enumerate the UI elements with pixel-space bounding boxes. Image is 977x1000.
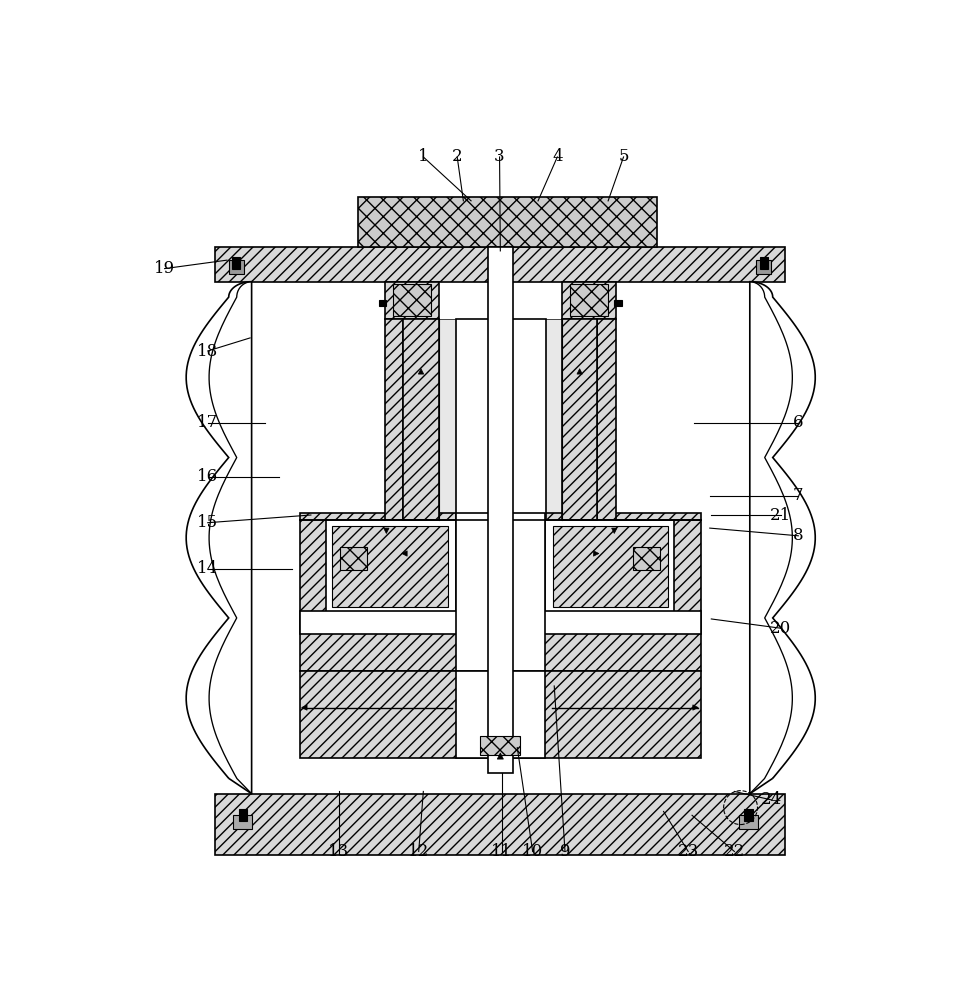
- Text: 18: 18: [197, 342, 218, 360]
- Bar: [615, 300, 622, 306]
- Bar: [488, 247, 514, 773]
- Text: 2: 2: [452, 148, 462, 165]
- Bar: [562, 282, 616, 319]
- Text: 1: 1: [418, 148, 429, 165]
- Bar: [300, 671, 701, 758]
- Bar: [234, 815, 252, 829]
- Text: 12: 12: [408, 843, 429, 860]
- Bar: [238, 809, 247, 821]
- Polygon shape: [577, 369, 582, 374]
- Polygon shape: [402, 551, 407, 556]
- Polygon shape: [187, 282, 252, 794]
- Bar: [233, 257, 240, 269]
- Bar: [393, 284, 431, 316]
- Bar: [385, 319, 404, 520]
- Text: 8: 8: [793, 527, 804, 544]
- Text: 11: 11: [491, 843, 513, 860]
- Text: 20: 20: [770, 620, 791, 637]
- Bar: [215, 247, 786, 282]
- Bar: [358, 197, 658, 247]
- Bar: [633, 547, 659, 570]
- Bar: [562, 319, 597, 520]
- Bar: [553, 526, 668, 607]
- Text: 6: 6: [793, 414, 803, 431]
- Bar: [326, 520, 455, 613]
- Bar: [229, 260, 244, 274]
- Bar: [597, 319, 616, 520]
- Text: 16: 16: [197, 468, 218, 485]
- Bar: [455, 671, 545, 758]
- Bar: [379, 300, 386, 306]
- Text: 19: 19: [154, 260, 175, 277]
- Polygon shape: [497, 753, 503, 759]
- Text: 15: 15: [197, 514, 218, 531]
- Bar: [760, 257, 768, 269]
- Text: 17: 17: [197, 414, 218, 431]
- Text: 4: 4: [552, 148, 563, 165]
- Polygon shape: [593, 551, 599, 556]
- Bar: [215, 794, 786, 855]
- Text: 21: 21: [770, 507, 791, 524]
- Text: 22: 22: [724, 843, 745, 860]
- Polygon shape: [384, 528, 389, 533]
- Bar: [332, 526, 448, 607]
- Bar: [545, 520, 674, 613]
- Polygon shape: [693, 705, 699, 710]
- Bar: [300, 513, 701, 671]
- Polygon shape: [612, 528, 617, 533]
- Bar: [439, 319, 562, 520]
- Text: 24: 24: [761, 791, 782, 808]
- Bar: [300, 611, 701, 634]
- Bar: [455, 319, 546, 520]
- Polygon shape: [418, 369, 424, 374]
- Text: 13: 13: [328, 843, 349, 860]
- Bar: [340, 547, 367, 570]
- Bar: [570, 284, 608, 316]
- Bar: [481, 736, 521, 755]
- Bar: [404, 319, 439, 520]
- Bar: [385, 282, 439, 319]
- Polygon shape: [302, 705, 307, 710]
- Text: 3: 3: [494, 148, 505, 165]
- Bar: [455, 513, 545, 671]
- Text: 23: 23: [678, 843, 699, 860]
- Text: 14: 14: [197, 560, 218, 577]
- Bar: [756, 260, 772, 274]
- Text: 5: 5: [618, 148, 629, 165]
- Bar: [739, 815, 758, 829]
- Bar: [744, 809, 753, 821]
- Text: 7: 7: [793, 487, 804, 504]
- Polygon shape: [749, 282, 815, 794]
- Text: 10: 10: [522, 843, 543, 860]
- Text: 9: 9: [560, 843, 571, 860]
